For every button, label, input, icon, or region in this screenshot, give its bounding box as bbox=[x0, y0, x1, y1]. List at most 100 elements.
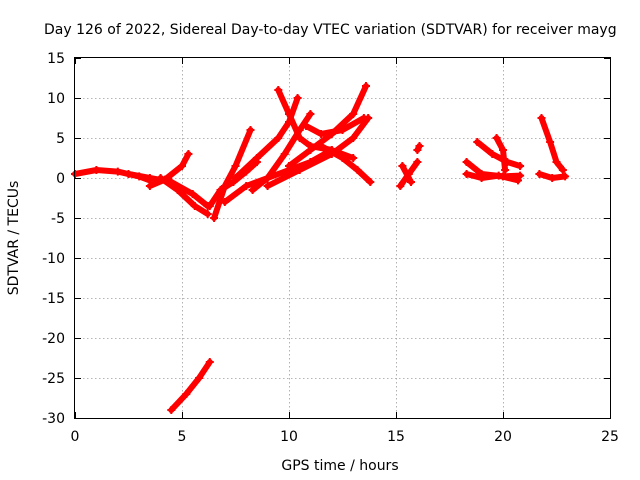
x-tick-label: 25 bbox=[601, 429, 619, 445]
data-point bbox=[167, 406, 176, 414]
data-trace-track-21 bbox=[474, 139, 524, 169]
data-point bbox=[396, 182, 405, 190]
data-point bbox=[415, 142, 424, 150]
data-point bbox=[306, 110, 315, 118]
data-point bbox=[499, 146, 507, 154]
y-tick-label: -20 bbox=[42, 331, 65, 347]
data-point bbox=[231, 174, 240, 182]
plot-frame bbox=[74, 57, 611, 419]
y-tick-label: -25 bbox=[42, 371, 65, 387]
data-point bbox=[246, 126, 255, 134]
data-point bbox=[398, 162, 407, 170]
data-point bbox=[317, 142, 326, 150]
data-point bbox=[220, 198, 229, 206]
data-point bbox=[242, 182, 251, 190]
data-point bbox=[537, 114, 546, 122]
y-tick-label: 0 bbox=[56, 171, 65, 187]
data-point bbox=[124, 170, 133, 178]
data-point bbox=[188, 190, 197, 198]
data-trace-track-17 bbox=[399, 163, 414, 185]
data-point bbox=[295, 166, 304, 174]
data-point bbox=[353, 166, 362, 174]
data-point bbox=[203, 210, 212, 218]
data-point bbox=[338, 126, 347, 134]
data-trace-track-5 bbox=[168, 359, 213, 413]
y-tick-label: -5 bbox=[51, 211, 65, 227]
data-point bbox=[295, 134, 304, 142]
data-point bbox=[220, 182, 229, 190]
y-tick-label: -30 bbox=[42, 411, 65, 427]
data-trace-track-14 bbox=[303, 115, 367, 137]
data-trace-track-20 bbox=[463, 159, 524, 180]
data-point bbox=[263, 174, 272, 182]
data-point bbox=[362, 82, 370, 90]
x-tick-label: 5 bbox=[178, 429, 187, 445]
data-point bbox=[488, 150, 497, 158]
data-point bbox=[349, 154, 358, 162]
y-tick-label: 10 bbox=[47, 91, 65, 107]
data-point bbox=[231, 162, 240, 170]
x-tick-label: 10 bbox=[280, 429, 298, 445]
data-point bbox=[462, 170, 471, 178]
data-point bbox=[492, 134, 501, 142]
y-axis-label: SDTVAR / TECUs bbox=[6, 181, 22, 296]
data-point bbox=[473, 138, 482, 146]
data-point bbox=[263, 182, 272, 190]
data-point bbox=[190, 202, 199, 210]
data-point bbox=[359, 114, 368, 122]
data-point bbox=[501, 166, 510, 174]
y-tick-label: -15 bbox=[42, 291, 65, 307]
data-trace-track-3 bbox=[146, 151, 192, 189]
data-point bbox=[145, 174, 154, 182]
data-point bbox=[178, 162, 186, 170]
data-point bbox=[349, 110, 358, 118]
y-tick-label: -10 bbox=[42, 251, 65, 267]
data-point bbox=[113, 167, 122, 176]
data-point bbox=[274, 86, 283, 94]
data-point bbox=[195, 374, 204, 382]
data-point bbox=[499, 172, 507, 181]
chart-title: Day 126 of 2022, Sidereal Day-to-day VTE… bbox=[44, 22, 617, 38]
data-point bbox=[248, 186, 257, 194]
data-point bbox=[535, 170, 544, 178]
x-tick-label: 0 bbox=[71, 429, 80, 445]
data-point bbox=[407, 178, 415, 186]
data-point bbox=[280, 150, 289, 158]
data-point bbox=[182, 390, 191, 398]
data-point bbox=[516, 162, 525, 170]
data-point bbox=[205, 358, 214, 366]
data-point bbox=[462, 158, 471, 166]
data-point bbox=[285, 110, 293, 118]
data-point bbox=[306, 146, 315, 154]
data-point bbox=[548, 174, 557, 182]
data-trace-track-4 bbox=[157, 175, 211, 217]
data-point bbox=[302, 122, 311, 130]
axis-ticks: 0 5 10 15 20 25 15 10 5 0 -5 -10 -15 -20 -25 -30 bbox=[42, 51, 619, 445]
data-point bbox=[252, 154, 261, 162]
y-tick-label: 5 bbox=[56, 131, 65, 147]
y-tick-label: 15 bbox=[47, 51, 65, 67]
data-point bbox=[285, 162, 293, 170]
data-point bbox=[293, 94, 302, 102]
data-traces bbox=[71, 82, 570, 414]
data-point bbox=[145, 182, 154, 190]
data-point bbox=[552, 158, 561, 166]
data-trace-track-23 bbox=[538, 115, 566, 173]
data-point bbox=[210, 214, 219, 222]
data-point bbox=[184, 150, 193, 158]
data-point bbox=[274, 134, 283, 142]
data-trace-track-15 bbox=[318, 143, 374, 185]
data-point bbox=[413, 158, 422, 166]
data-point bbox=[338, 154, 347, 162]
data-point bbox=[546, 138, 555, 146]
data-point bbox=[366, 178, 375, 186]
data-trace-track-7 bbox=[211, 127, 254, 221]
data-point bbox=[156, 174, 165, 182]
data-point bbox=[516, 171, 525, 180]
data-point bbox=[561, 172, 570, 181]
x-tick-label: 20 bbox=[494, 429, 512, 445]
data-point bbox=[173, 186, 182, 194]
data-point bbox=[477, 170, 486, 178]
x-tick-label: 15 bbox=[387, 429, 405, 445]
